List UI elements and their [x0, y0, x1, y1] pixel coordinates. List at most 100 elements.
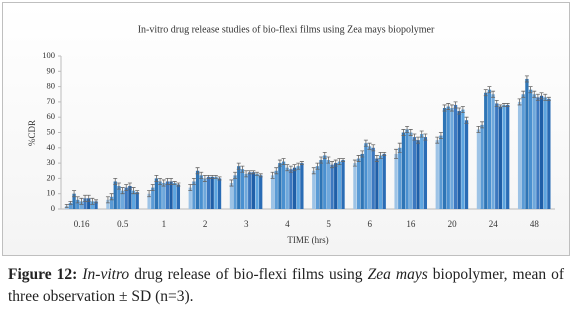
error-bar	[483, 89, 488, 97]
bar	[461, 109, 465, 209]
bar	[521, 94, 525, 209]
error-bar	[202, 174, 207, 182]
error-bar	[255, 171, 260, 176]
bar	[147, 193, 151, 209]
error-bar	[319, 156, 324, 164]
error-bar	[299, 161, 304, 166]
error-bar	[539, 92, 544, 100]
y-tick-label: 30	[47, 157, 56, 167]
bar	[240, 169, 245, 209]
error-bar	[210, 174, 215, 179]
bar	[484, 92, 488, 209]
bar	[517, 101, 522, 209]
bar	[259, 175, 263, 209]
x-tick-label: 0.5	[117, 219, 129, 229]
bar	[360, 153, 364, 209]
error-bar	[79, 197, 84, 205]
error-bar	[120, 187, 125, 195]
bar	[539, 95, 544, 209]
error-bar	[374, 155, 379, 162]
y-tick-label: 10	[47, 188, 56, 198]
bar	[326, 160, 331, 209]
bar	[356, 158, 361, 209]
error-bar	[83, 194, 88, 202]
bar	[398, 147, 402, 209]
bar	[453, 104, 458, 209]
bar	[255, 173, 259, 209]
bar	[68, 202, 73, 209]
x-axis-label: TIME (hrs)	[287, 235, 328, 245]
bar	[409, 132, 413, 209]
bar	[420, 134, 424, 209]
bar	[528, 89, 533, 209]
error-bar	[371, 144, 376, 152]
bar	[76, 199, 80, 209]
bar	[532, 94, 536, 209]
bar	[169, 181, 173, 209]
bar	[464, 120, 469, 209]
error-bar	[337, 158, 342, 166]
bar	[188, 187, 192, 209]
error-bar	[240, 165, 245, 173]
error-bar	[397, 142, 402, 153]
error-bar	[274, 167, 279, 175]
bar	[244, 173, 248, 209]
error-bar	[247, 170, 252, 175]
bar	[506, 104, 510, 209]
bar	[364, 143, 368, 209]
bar	[281, 161, 286, 209]
bar	[319, 160, 323, 209]
error-bar	[165, 178, 170, 185]
bar	[312, 170, 316, 209]
error-bar	[394, 148, 399, 159]
bar	[480, 124, 484, 209]
error-bar	[292, 164, 297, 172]
bar	[525, 78, 529, 209]
bar	[131, 190, 136, 209]
bar	[341, 160, 345, 209]
error-bar	[363, 139, 368, 147]
error-bar	[460, 106, 465, 114]
bar	[87, 198, 91, 209]
bar	[79, 201, 84, 209]
y-axis-label: %CDR	[27, 120, 37, 146]
error-bar	[382, 151, 387, 156]
error-bar	[464, 116, 469, 124]
bar	[439, 135, 443, 209]
error-bar	[270, 171, 275, 179]
error-bar	[532, 90, 537, 98]
y-tick-label: 40	[47, 142, 56, 152]
error-bar	[491, 90, 496, 98]
bar	[378, 155, 383, 209]
chart-title: In-vitro drug release studies of bio-fle…	[138, 24, 435, 35]
bar	[135, 192, 139, 209]
y-tick-label: 60	[47, 111, 56, 121]
bar	[229, 182, 234, 209]
bar	[162, 182, 166, 209]
x-tick-label: 2	[203, 219, 208, 229]
error-bar	[367, 142, 372, 150]
bar	[83, 198, 87, 209]
error-bar	[258, 173, 263, 178]
bar	[337, 161, 342, 209]
bar	[382, 153, 386, 209]
bar	[502, 104, 506, 209]
caption-text: In-vitro	[82, 266, 130, 283]
bar	[292, 167, 297, 209]
error-bar	[206, 174, 211, 179]
error-bar	[442, 104, 447, 112]
bar	[300, 163, 304, 209]
error-bar	[502, 103, 507, 107]
error-bar	[285, 164, 290, 172]
error-bar	[487, 86, 492, 94]
bar	[124, 187, 128, 209]
error-bar	[457, 107, 462, 115]
error-bar	[423, 133, 428, 141]
figure: In-vitro drug release studies of bio-fle…	[2, 2, 570, 256]
bar	[416, 140, 420, 209]
error-bar	[105, 196, 110, 204]
error-bar	[150, 184, 155, 192]
error-bar	[356, 155, 361, 162]
error-bar	[109, 193, 114, 201]
